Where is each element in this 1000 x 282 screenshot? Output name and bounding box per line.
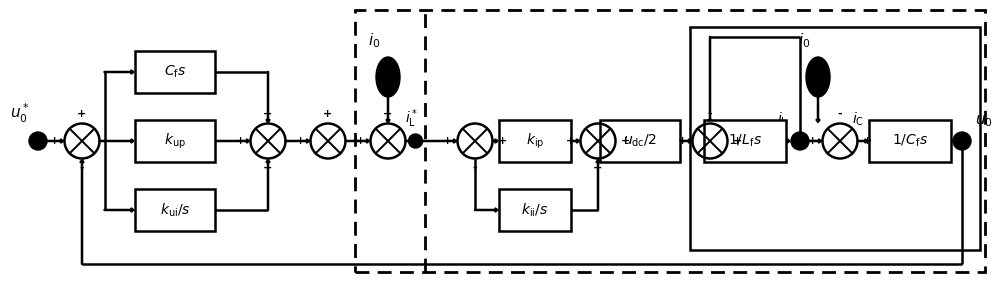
Bar (869, 120, 951, 162)
Text: +: + (678, 136, 687, 146)
Bar (135, 189, 215, 231)
Text: $k_{\mathrm{ui}}/s$: $k_{\mathrm{ui}}/s$ (160, 201, 190, 219)
Text: +: + (263, 109, 273, 119)
Bar (499, 120, 571, 162)
Text: +: + (296, 136, 305, 146)
Text: +: + (351, 136, 360, 146)
Text: -: - (838, 109, 842, 119)
Ellipse shape (376, 57, 400, 97)
Text: +: + (733, 136, 742, 146)
Text: +: + (356, 136, 365, 146)
Bar (355, 10, 985, 272)
Ellipse shape (806, 57, 830, 97)
Text: +: + (383, 109, 393, 119)
Text: $k_{\mathrm{ii}}/s$: $k_{\mathrm{ii}}/s$ (521, 201, 549, 219)
Text: +: + (566, 136, 575, 146)
Text: +: + (498, 136, 507, 146)
Text: $i_0$: $i_0$ (368, 31, 380, 50)
Text: +: + (863, 136, 872, 146)
Text: $1/C_{\mathrm{f}}s$: $1/C_{\mathrm{f}}s$ (892, 133, 928, 149)
Bar (135, 120, 215, 162)
Text: -: - (708, 109, 712, 119)
Bar (690, 27, 980, 250)
Text: +: + (411, 136, 420, 146)
Text: +: + (77, 109, 87, 119)
Text: +: + (621, 136, 630, 146)
Text: $k_{\mathrm{ip}}$: $k_{\mathrm{ip}}$ (526, 131, 544, 151)
Text: -: - (80, 163, 84, 173)
Text: +: + (50, 136, 59, 146)
Text: $u_0^*$: $u_0^*$ (10, 102, 30, 125)
Text: +: + (593, 163, 603, 173)
Text: +: + (236, 136, 245, 146)
Text: -: - (473, 163, 477, 173)
Circle shape (791, 132, 809, 150)
Bar (704, 120, 786, 162)
Text: $C_{\mathrm{f}}s$: $C_{\mathrm{f}}s$ (164, 64, 186, 80)
Text: +: + (323, 109, 333, 119)
Text: $i_{\rm C}$: $i_{\rm C}$ (852, 110, 864, 128)
Text: $k_{\mathrm{up}}$: $k_{\mathrm{up}}$ (164, 131, 186, 151)
Bar (499, 189, 571, 231)
Circle shape (408, 134, 422, 148)
Text: $1/L_{\mathrm{f}}s$: $1/L_{\mathrm{f}}s$ (728, 133, 762, 149)
Text: $i_{\rm L}^*$: $i_{\rm L}^*$ (405, 108, 418, 130)
Text: $u_{\mathrm{dc}}/2$: $u_{\mathrm{dc}}/2$ (623, 133, 657, 149)
Circle shape (953, 132, 971, 150)
Text: $u_0$: $u_0$ (975, 113, 993, 129)
Text: +: + (443, 136, 452, 146)
Bar (600, 120, 680, 162)
Text: +: + (808, 136, 817, 146)
Text: $i_0$: $i_0$ (798, 31, 810, 50)
Circle shape (29, 132, 47, 150)
Text: +: + (263, 163, 273, 173)
Bar (135, 51, 215, 93)
Text: $i_{\rm L}$: $i_{\rm L}$ (777, 110, 788, 128)
